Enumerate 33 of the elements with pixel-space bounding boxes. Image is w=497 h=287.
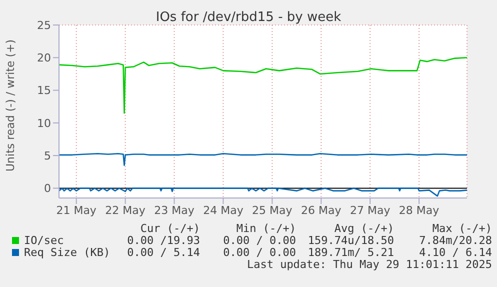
text: Max (-/+) <box>431 222 492 235</box>
text: Avg (-/+) <box>333 222 394 235</box>
x-tick-label: 25 May <box>252 204 293 217</box>
y-tick-label: 20 <box>37 52 51 65</box>
legend-label: IO/sec <box>24 234 64 247</box>
text: Cur (-/+) <box>139 222 200 235</box>
text: 189.71m/ 5.21 <box>306 246 394 259</box>
x-tick-label: 26 May <box>301 204 342 217</box>
y-tick-label: 10 <box>37 116 51 130</box>
y-tick-label: 15 <box>37 84 51 98</box>
text: 7.84m/20.28 <box>418 234 492 247</box>
x-tick-label: 24 May <box>203 204 244 217</box>
text: 0.00 /19.93 <box>126 234 200 247</box>
line-series <box>59 152 467 166</box>
y-tick-label: 25 <box>37 18 51 32</box>
x-tick-label: 21 May <box>56 204 97 217</box>
text: 0.00 / 0.00 <box>222 246 296 259</box>
text: Min (-/+) <box>235 222 296 235</box>
text: 0.00 / 5.14 <box>126 246 200 259</box>
y-axis-title: Units read (-) / write (+) <box>4 39 17 172</box>
x-tick-label: 22 May <box>105 204 146 217</box>
line-series <box>59 56 467 114</box>
text: 159.74u/18.50 <box>306 234 394 247</box>
x-tick-label: 27 May <box>350 204 391 217</box>
text: Last update: Thu May 29 11:01:11 2025 <box>246 258 492 271</box>
legend-label: Req Size (KB) <box>24 246 110 259</box>
y-tick-label: 5 <box>44 149 51 162</box>
x-tick-label: 28 May <box>398 204 440 217</box>
chart-title: IOs for /dev/rbd15 - by week <box>156 10 342 25</box>
y-tick-label: 0 <box>44 182 51 196</box>
x-tick-label: 23 May <box>154 204 195 217</box>
text: 0.00 / 0.00 <box>222 234 296 247</box>
text: 4.10 / 6.14 <box>418 246 492 259</box>
